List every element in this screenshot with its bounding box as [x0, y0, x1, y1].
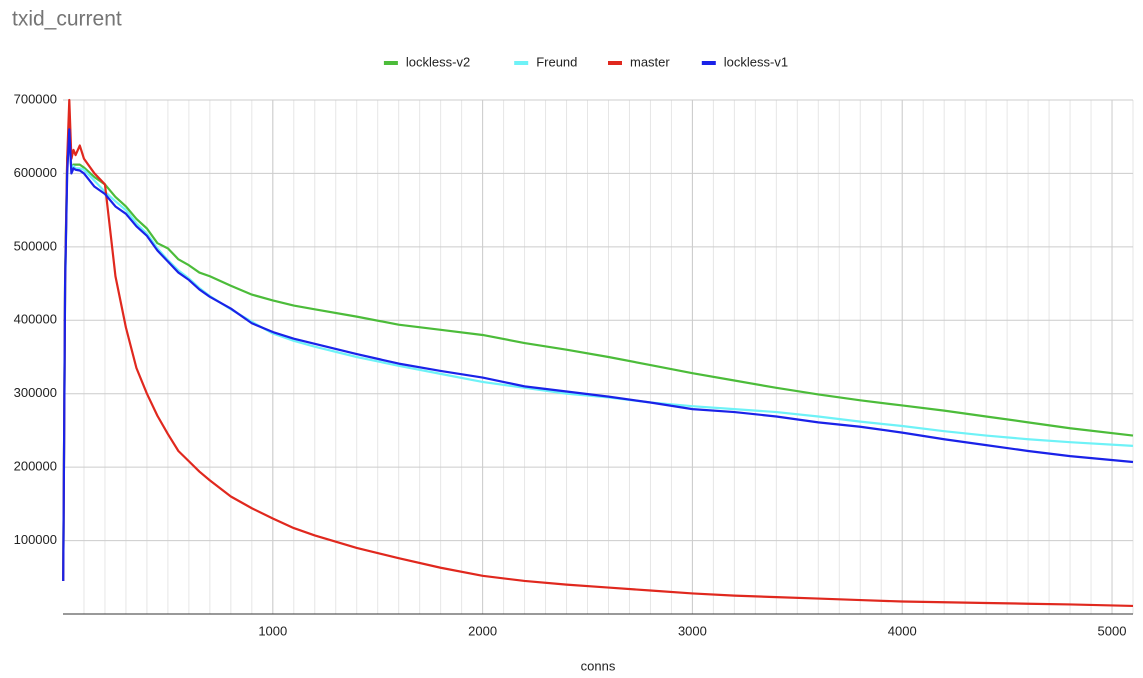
- legend-label: lockless-v2: [406, 54, 470, 69]
- legend-label: Freund: [536, 54, 577, 69]
- series-line: [62, 135, 1134, 581]
- y-tick-label: 300000: [14, 385, 57, 400]
- legend-label: lockless-v1: [724, 54, 788, 69]
- x-tick-label: 3000: [678, 623, 707, 638]
- y-tick-label: 400000: [14, 312, 57, 327]
- series-line: [62, 128, 1134, 581]
- y-tick-label: 200000: [14, 459, 57, 474]
- legend-label: master: [630, 54, 670, 69]
- y-tick-label: 500000: [14, 238, 57, 253]
- x-tick-label: 1000: [258, 623, 287, 638]
- y-tick-label: 100000: [14, 532, 57, 547]
- x-tick-label: 5000: [1098, 623, 1127, 638]
- y-tick-label: 600000: [14, 165, 57, 180]
- x-tick-label: 2000: [468, 623, 497, 638]
- series-line: [62, 98, 1134, 608]
- x-tick-label: 4000: [888, 623, 917, 638]
- x-axis-label: conns: [581, 658, 616, 673]
- y-tick-label: 700000: [14, 91, 57, 106]
- chart-title: txid_current: [12, 8, 122, 31]
- series-line: [62, 131, 1134, 581]
